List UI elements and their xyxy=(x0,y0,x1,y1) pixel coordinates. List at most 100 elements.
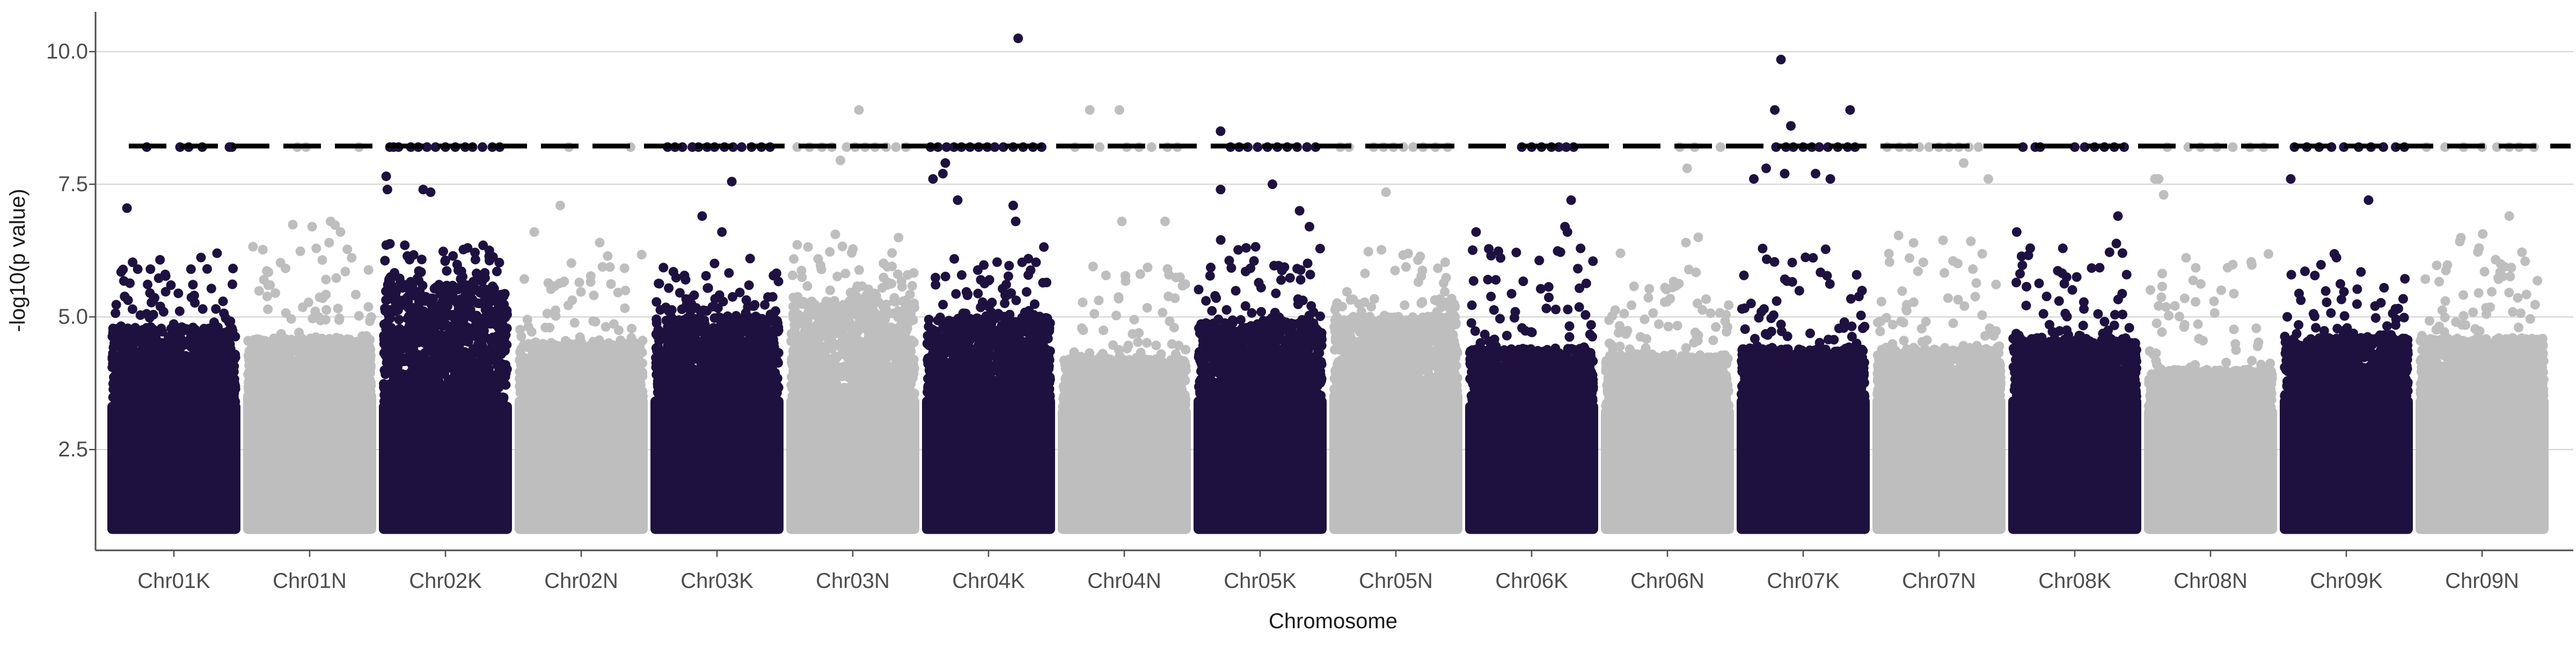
data-point xyxy=(269,383,279,393)
data-point xyxy=(124,388,134,397)
data-point xyxy=(112,300,121,310)
data-point xyxy=(317,255,327,265)
data-point xyxy=(450,337,460,346)
data-point xyxy=(620,264,630,273)
data-point xyxy=(444,283,454,293)
data-point xyxy=(149,295,158,305)
data-point xyxy=(470,312,480,322)
data-point xyxy=(354,311,364,321)
data-points xyxy=(107,33,2549,534)
significant-point xyxy=(213,249,222,258)
data-point xyxy=(738,367,748,376)
data-point xyxy=(173,288,183,298)
data-point xyxy=(448,310,457,320)
data-point xyxy=(605,262,615,272)
data-point xyxy=(296,246,305,256)
point-cluster-Chr01N xyxy=(243,391,376,534)
data-point xyxy=(392,304,402,314)
data-point xyxy=(340,267,350,277)
data-point xyxy=(332,333,341,343)
data-point xyxy=(400,383,410,392)
data-point xyxy=(732,358,742,368)
data-point xyxy=(417,255,427,264)
point-cluster-Chr02K xyxy=(379,402,512,534)
data-point xyxy=(321,305,331,315)
data-point xyxy=(654,336,664,346)
data-point xyxy=(481,317,491,327)
data-point xyxy=(494,323,503,332)
data-point xyxy=(601,322,611,332)
data-point xyxy=(596,390,605,400)
data-point xyxy=(515,347,525,357)
data-point xyxy=(677,319,687,329)
data-point xyxy=(751,311,760,321)
data-point xyxy=(411,368,420,378)
data-point xyxy=(675,338,685,347)
data-point xyxy=(689,290,699,300)
data-point xyxy=(616,358,625,368)
data-point xyxy=(699,315,709,325)
data-point xyxy=(473,339,483,349)
data-point xyxy=(427,342,437,352)
data-point xyxy=(390,358,400,368)
data-point xyxy=(294,344,304,354)
data-point xyxy=(536,391,546,401)
data-point xyxy=(363,302,373,311)
data-point xyxy=(161,287,171,296)
data-point xyxy=(126,346,135,356)
data-point xyxy=(456,274,465,284)
data-point xyxy=(480,363,490,373)
data-point xyxy=(228,264,238,273)
data-point xyxy=(621,386,631,395)
data-point xyxy=(515,325,525,335)
significant-point xyxy=(727,177,737,186)
data-point xyxy=(745,254,755,264)
data-point xyxy=(385,239,395,249)
data-point xyxy=(696,352,706,362)
data-point xyxy=(420,360,429,370)
data-point xyxy=(205,337,215,347)
data-point xyxy=(420,331,429,341)
data-point xyxy=(407,279,416,289)
data-point xyxy=(528,390,538,400)
data-point xyxy=(230,354,239,364)
data-point xyxy=(293,370,303,380)
data-point xyxy=(143,280,152,289)
data-point xyxy=(488,281,497,291)
data-point xyxy=(442,266,451,276)
data-point xyxy=(501,368,511,378)
data-point xyxy=(145,313,155,323)
data-point xyxy=(589,290,598,300)
data-point xyxy=(219,339,229,349)
data-point xyxy=(682,300,692,309)
data-point xyxy=(726,373,735,383)
data-point xyxy=(488,252,498,262)
data-point xyxy=(627,324,636,333)
data-point xyxy=(435,357,445,366)
data-point xyxy=(381,384,391,394)
data-point xyxy=(586,363,595,373)
data-point xyxy=(750,326,760,336)
data-point xyxy=(495,304,505,314)
data-point xyxy=(316,351,326,360)
data-point xyxy=(467,324,477,333)
data-point xyxy=(389,368,399,378)
data-point xyxy=(691,369,701,379)
data-point xyxy=(574,278,584,287)
data-point xyxy=(452,346,462,356)
data-point xyxy=(615,346,625,356)
data-point xyxy=(385,341,395,351)
significant-point xyxy=(530,227,539,237)
data-point xyxy=(715,290,724,300)
data-point xyxy=(344,367,354,377)
data-point xyxy=(207,356,217,366)
data-point xyxy=(400,241,409,250)
data-point xyxy=(297,333,306,343)
data-point xyxy=(333,304,343,314)
data-point xyxy=(628,368,638,377)
data-point xyxy=(551,391,561,401)
data-point xyxy=(175,307,185,316)
significant-point xyxy=(697,211,707,221)
data-point xyxy=(723,311,733,321)
